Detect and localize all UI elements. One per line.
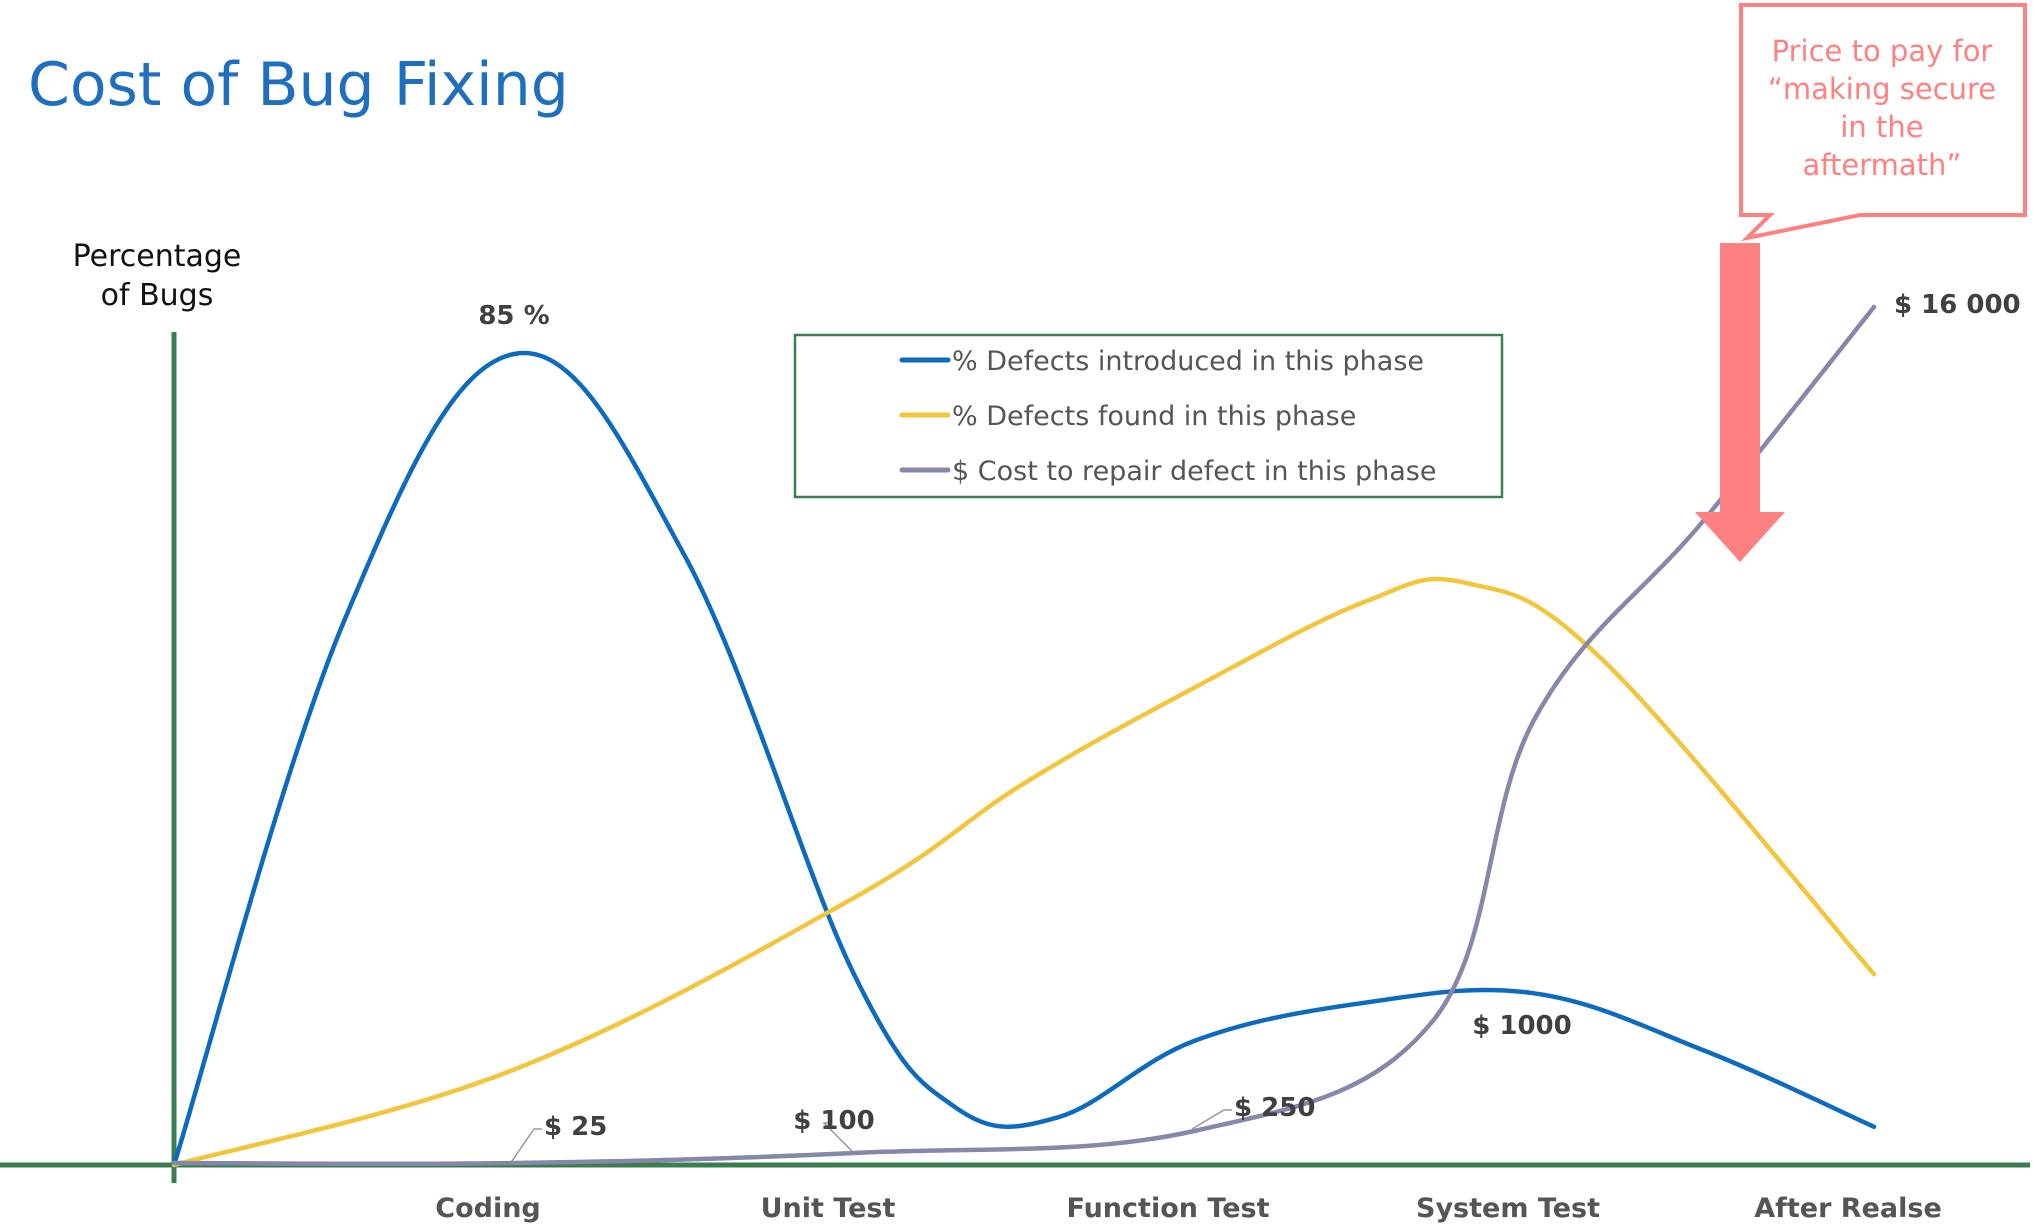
data-label: $ 1000 xyxy=(1472,1011,1572,1041)
legend: % Defects introduced in this phase % Defe… xyxy=(793,333,1504,499)
y-axis-label: Percentage of Bugs xyxy=(73,239,242,313)
data-label: $ 25 xyxy=(544,1112,607,1142)
y-axis-label-line-2: of Bugs xyxy=(101,278,214,313)
legend-label-cost: $ Cost to repair defect in this phase xyxy=(952,456,1436,487)
x-tick-label: System Test xyxy=(1416,1193,1600,1224)
series-line-introduced xyxy=(171,350,1877,1168)
callout-line: in the xyxy=(1840,110,1923,144)
data-label: $ 100 xyxy=(793,1106,874,1136)
legend-label-introduced: % Defects introduced in this phase xyxy=(952,346,1424,377)
series-line-found xyxy=(171,576,1877,1168)
legend-label-found: % Defects found in this phase xyxy=(952,401,1356,432)
callout-line: “making secure xyxy=(1768,72,1996,106)
callout: Price to pay for “making secure in the afte… xyxy=(1695,3,2027,562)
x-tick-label: After Realse xyxy=(1754,1193,1942,1224)
series-line-cost xyxy=(171,304,1877,1167)
callout-line: Price to pay for xyxy=(1772,34,1993,68)
y-axis-label-line-1: Percentage xyxy=(73,239,242,274)
data-label: 85 % xyxy=(478,301,549,331)
x-tick-label: Function Test xyxy=(1066,1193,1269,1224)
data-label: $ 250 xyxy=(1234,1093,1315,1123)
x-tick-label: Unit Test xyxy=(761,1193,896,1224)
callout-bubble xyxy=(1739,3,2027,242)
data-label: $ 16 000 xyxy=(1894,290,2021,320)
data-labels: 85 % $ 25 $ 100 $ 250 $ 1000 $ 16 000 xyxy=(478,290,2021,1162)
data-label-leader xyxy=(822,1122,853,1152)
legend-items: % Defects introduced in this phase % Defe… xyxy=(899,346,1436,487)
callout-arrow-icon xyxy=(1695,243,1785,562)
chart-title: Cost of Bug Fixing xyxy=(28,50,569,120)
x-tick-labels: Coding Unit Test Function Test System Test A… xyxy=(435,1193,1942,1224)
data-label-leader xyxy=(511,1128,542,1162)
callout-line: aftermath” xyxy=(1803,148,1962,182)
series-lines xyxy=(171,304,1877,1168)
data-label-leader xyxy=(1191,1109,1232,1130)
x-tick-label: Coding xyxy=(435,1193,541,1224)
callout-text: Price to pay for “making secure in the afte… xyxy=(1768,34,1996,182)
